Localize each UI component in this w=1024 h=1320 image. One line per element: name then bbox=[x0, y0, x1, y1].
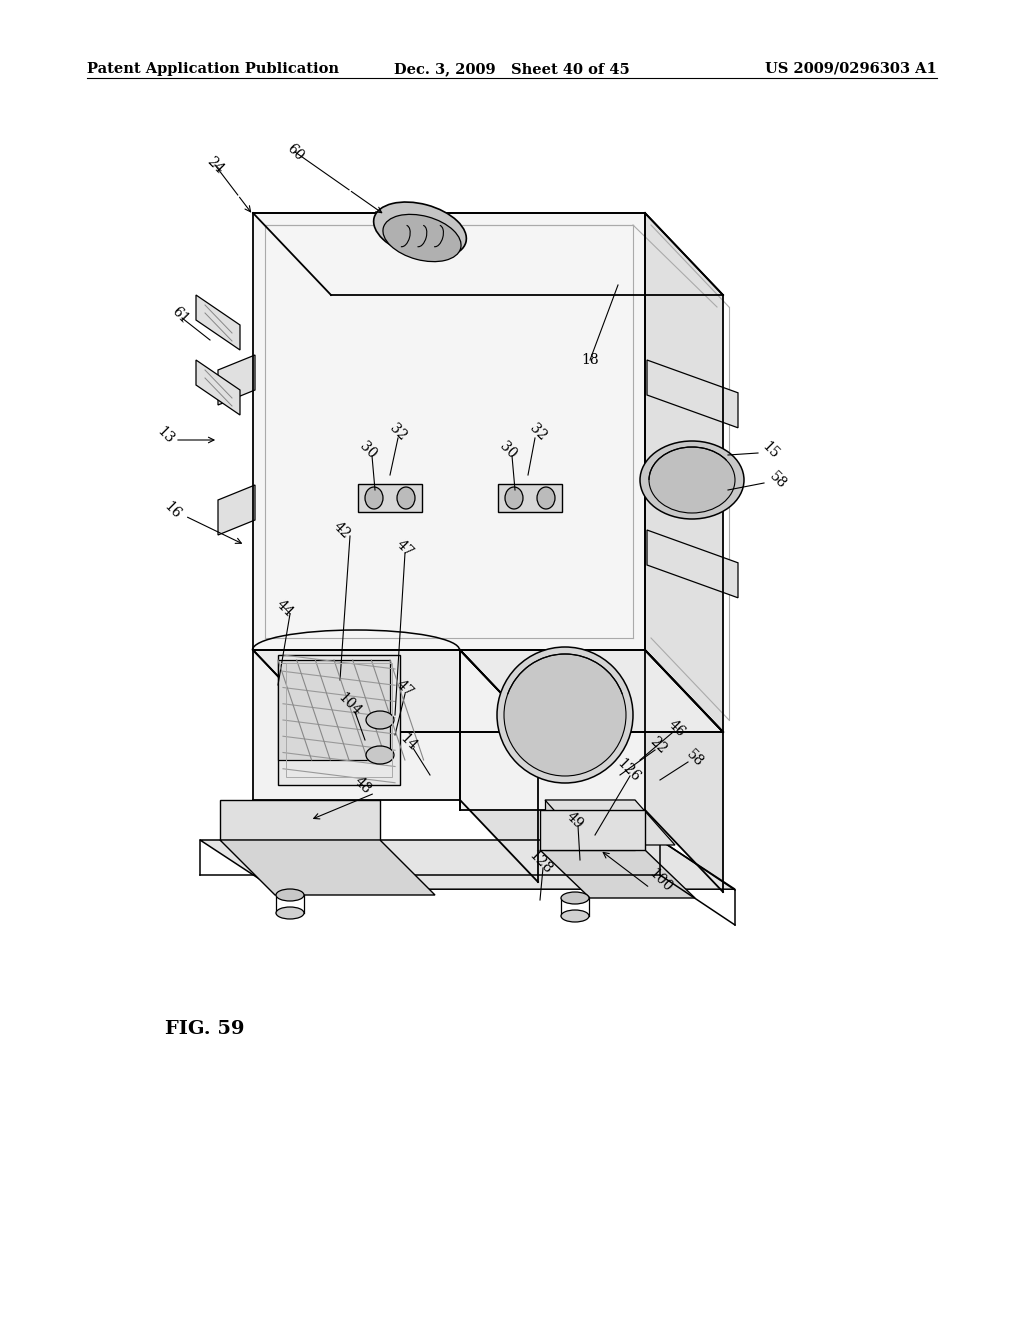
Polygon shape bbox=[218, 484, 255, 535]
Text: 58: 58 bbox=[767, 469, 790, 491]
Text: 47: 47 bbox=[394, 537, 416, 560]
Text: 48: 48 bbox=[352, 774, 374, 796]
Polygon shape bbox=[218, 355, 255, 405]
Text: 32: 32 bbox=[527, 421, 549, 444]
Text: 128: 128 bbox=[525, 847, 554, 876]
Polygon shape bbox=[498, 484, 562, 512]
Polygon shape bbox=[540, 850, 695, 898]
Text: 47: 47 bbox=[394, 677, 416, 700]
Text: 14: 14 bbox=[396, 731, 419, 754]
Ellipse shape bbox=[561, 909, 589, 921]
Text: Dec. 3, 2009   Sheet 40 of 45: Dec. 3, 2009 Sheet 40 of 45 bbox=[394, 62, 630, 77]
Text: 46: 46 bbox=[666, 717, 688, 739]
Text: US 2009/0296303 A1: US 2009/0296303 A1 bbox=[765, 62, 937, 77]
Ellipse shape bbox=[537, 487, 555, 510]
Polygon shape bbox=[200, 840, 735, 890]
Text: 49: 49 bbox=[564, 809, 586, 832]
Text: 30: 30 bbox=[497, 438, 519, 461]
Text: 32: 32 bbox=[387, 421, 410, 444]
Polygon shape bbox=[545, 800, 675, 845]
Text: 61: 61 bbox=[169, 304, 191, 326]
Text: Patent Application Publication: Patent Application Publication bbox=[87, 62, 339, 77]
Text: 126: 126 bbox=[613, 756, 642, 784]
Text: 22: 22 bbox=[647, 734, 669, 756]
Ellipse shape bbox=[276, 888, 304, 902]
Polygon shape bbox=[645, 213, 723, 733]
Polygon shape bbox=[253, 213, 723, 294]
Ellipse shape bbox=[649, 447, 735, 513]
Polygon shape bbox=[253, 649, 538, 733]
Text: 24: 24 bbox=[204, 154, 226, 176]
Ellipse shape bbox=[366, 711, 394, 729]
Ellipse shape bbox=[561, 892, 589, 904]
Text: 15: 15 bbox=[759, 438, 781, 461]
Polygon shape bbox=[645, 649, 723, 892]
Ellipse shape bbox=[397, 487, 415, 510]
Polygon shape bbox=[253, 649, 723, 733]
Text: 44: 44 bbox=[273, 597, 296, 619]
Text: 58: 58 bbox=[684, 747, 707, 770]
Text: 60: 60 bbox=[284, 141, 306, 164]
Polygon shape bbox=[358, 484, 422, 512]
Polygon shape bbox=[196, 360, 240, 414]
Polygon shape bbox=[220, 840, 435, 895]
Polygon shape bbox=[278, 655, 400, 785]
Ellipse shape bbox=[374, 202, 466, 257]
Text: 42: 42 bbox=[331, 519, 353, 541]
Text: 100: 100 bbox=[646, 866, 674, 894]
Ellipse shape bbox=[497, 647, 633, 783]
Ellipse shape bbox=[383, 214, 461, 261]
Ellipse shape bbox=[365, 487, 383, 510]
Polygon shape bbox=[460, 649, 723, 733]
Text: 18: 18 bbox=[582, 352, 599, 367]
Text: FIG. 59: FIG. 59 bbox=[165, 1020, 245, 1038]
Text: 104: 104 bbox=[336, 690, 365, 719]
Polygon shape bbox=[647, 360, 738, 428]
Text: 30: 30 bbox=[356, 438, 379, 461]
Polygon shape bbox=[460, 649, 538, 882]
Ellipse shape bbox=[640, 441, 744, 519]
Polygon shape bbox=[647, 531, 738, 598]
Polygon shape bbox=[253, 213, 645, 649]
Polygon shape bbox=[253, 649, 460, 800]
Ellipse shape bbox=[504, 653, 626, 776]
Ellipse shape bbox=[505, 487, 523, 510]
Polygon shape bbox=[220, 800, 380, 840]
Text: 16: 16 bbox=[161, 499, 183, 521]
Text: 13: 13 bbox=[154, 424, 176, 446]
Polygon shape bbox=[540, 810, 645, 850]
Polygon shape bbox=[545, 800, 635, 850]
Polygon shape bbox=[460, 649, 645, 810]
Polygon shape bbox=[196, 294, 240, 350]
Polygon shape bbox=[278, 660, 390, 760]
Ellipse shape bbox=[276, 907, 304, 919]
Ellipse shape bbox=[366, 746, 394, 764]
